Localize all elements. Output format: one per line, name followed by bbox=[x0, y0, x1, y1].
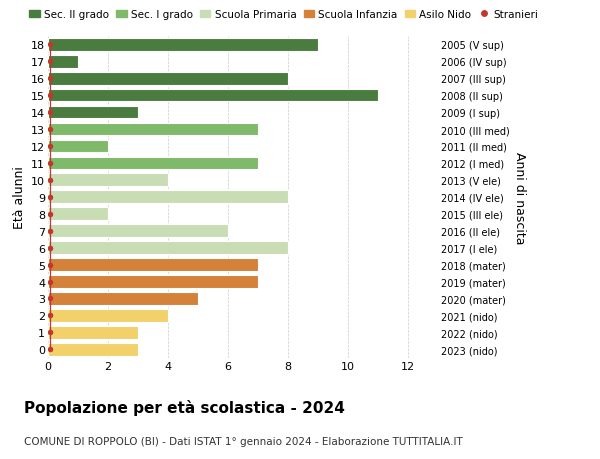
Bar bbox=[48, 56, 78, 68]
Bar bbox=[48, 157, 258, 170]
Point bbox=[45, 211, 54, 218]
Bar bbox=[48, 225, 228, 238]
Bar bbox=[48, 259, 258, 271]
Bar bbox=[48, 140, 108, 153]
Point bbox=[45, 109, 54, 117]
Bar bbox=[48, 275, 258, 288]
Bar bbox=[48, 208, 108, 221]
Bar bbox=[48, 123, 258, 136]
Bar bbox=[48, 326, 138, 339]
Bar bbox=[48, 174, 168, 187]
Text: COMUNE DI ROPPOLO (BI) - Dati ISTAT 1° gennaio 2024 - Elaborazione TUTTITALIA.IT: COMUNE DI ROPPOLO (BI) - Dati ISTAT 1° g… bbox=[24, 436, 463, 446]
Point bbox=[45, 261, 54, 269]
Bar bbox=[48, 73, 288, 85]
Y-axis label: Anni di nascita: Anni di nascita bbox=[513, 151, 526, 244]
Bar bbox=[48, 242, 288, 254]
Point bbox=[45, 194, 54, 201]
Bar bbox=[48, 191, 288, 204]
Point bbox=[45, 143, 54, 150]
Point bbox=[45, 245, 54, 252]
Point bbox=[45, 346, 54, 353]
Bar bbox=[48, 39, 318, 51]
Point bbox=[45, 160, 54, 167]
Bar bbox=[48, 292, 198, 305]
Point bbox=[45, 92, 54, 100]
Point bbox=[45, 312, 54, 319]
Text: Popolazione per età scolastica - 2024: Popolazione per età scolastica - 2024 bbox=[24, 399, 345, 415]
Point bbox=[45, 228, 54, 235]
Point bbox=[45, 75, 54, 83]
Legend: Sec. II grado, Sec. I grado, Scuola Primaria, Scuola Infanzia, Asilo Nido, Stran: Sec. II grado, Sec. I grado, Scuola Prim… bbox=[29, 10, 538, 20]
Point bbox=[45, 126, 54, 134]
Point bbox=[45, 329, 54, 336]
Bar bbox=[48, 90, 378, 102]
Point bbox=[45, 58, 54, 66]
Point bbox=[45, 177, 54, 184]
Point bbox=[45, 41, 54, 49]
Bar bbox=[48, 106, 138, 119]
Bar bbox=[48, 309, 168, 322]
Bar bbox=[48, 343, 138, 356]
Y-axis label: Età alunni: Età alunni bbox=[13, 166, 26, 229]
Point bbox=[45, 295, 54, 302]
Point bbox=[45, 278, 54, 285]
